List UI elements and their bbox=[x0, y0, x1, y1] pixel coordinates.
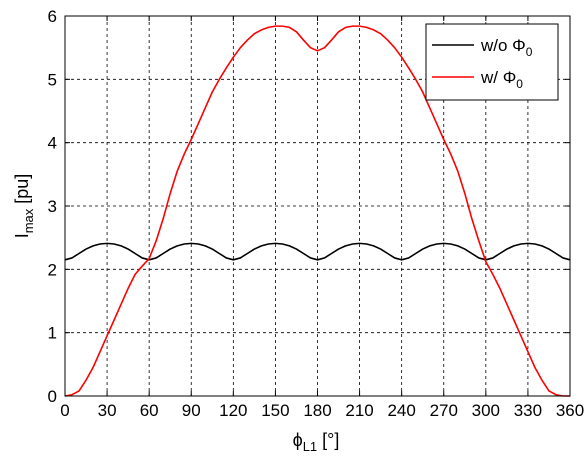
y-tick-label: 6 bbox=[48, 7, 57, 26]
x-tick-label: 360 bbox=[556, 401, 584, 420]
y-tick-label: 1 bbox=[48, 324, 57, 343]
x-tick-label: 90 bbox=[182, 401, 201, 420]
x-tick-label: 210 bbox=[345, 401, 373, 420]
x-axis-label-main: ϕ bbox=[293, 430, 303, 450]
x-tick-label: 30 bbox=[98, 401, 117, 420]
y-tick-label: 2 bbox=[48, 260, 57, 279]
x-tick-label: 240 bbox=[387, 401, 415, 420]
y-tick-label: 5 bbox=[48, 70, 57, 89]
legend-box bbox=[425, 23, 559, 101]
legend-label-without-phi0-main: w/o Φ bbox=[480, 36, 526, 55]
y-tick-labels: 0 1 2 3 4 5 6 bbox=[48, 7, 57, 406]
series-lines bbox=[64, 25, 571, 397]
x-tick-label: 120 bbox=[219, 401, 247, 420]
x-tick-label: 300 bbox=[472, 401, 500, 420]
x-tick-labels: 0 30 60 90 120 150 180 210 240 270 300 330 360 bbox=[60, 401, 584, 420]
x-axis-label: ϕL1 [°] bbox=[293, 430, 340, 454]
legend-label-with-phi0-sub: 0 bbox=[516, 77, 523, 91]
series-line-with-phi0 bbox=[64, 25, 570, 397]
legend-label-without-phi0-sub: 0 bbox=[526, 45, 533, 59]
x-tick-label: 0 bbox=[60, 401, 69, 420]
x-tick-label: 180 bbox=[303, 401, 331, 420]
ticks bbox=[64, 15, 571, 397]
y-tick-label: 0 bbox=[48, 387, 57, 406]
y-tick-label: 3 bbox=[48, 197, 57, 216]
y-axis-label-main: I bbox=[12, 233, 32, 238]
legend-label-with-phi0-main: w/ Φ bbox=[480, 68, 516, 87]
x-tick-label: 60 bbox=[140, 401, 159, 420]
x-axis-label-unit: [°] bbox=[317, 430, 339, 450]
x-axis-label-sub: L1 bbox=[303, 439, 317, 454]
x-tick-label: 150 bbox=[261, 401, 289, 420]
x-tick-label: 330 bbox=[514, 401, 542, 420]
y-axis-label-unit: [pu] bbox=[12, 174, 32, 209]
y-axis-label: Imax [pu] bbox=[12, 174, 36, 239]
legend-label-without-phi0: w/o Φ0 bbox=[480, 36, 533, 59]
y-axis-label-sub: max bbox=[21, 208, 36, 233]
y-tick-label: 4 bbox=[48, 134, 57, 153]
legend-label-with-phi0: w/ Φ0 bbox=[480, 68, 523, 91]
legend: w/o Φ0 w/ Φ0 bbox=[425, 23, 559, 101]
x-tick-label: 270 bbox=[430, 401, 458, 420]
grid bbox=[65, 16, 570, 396]
